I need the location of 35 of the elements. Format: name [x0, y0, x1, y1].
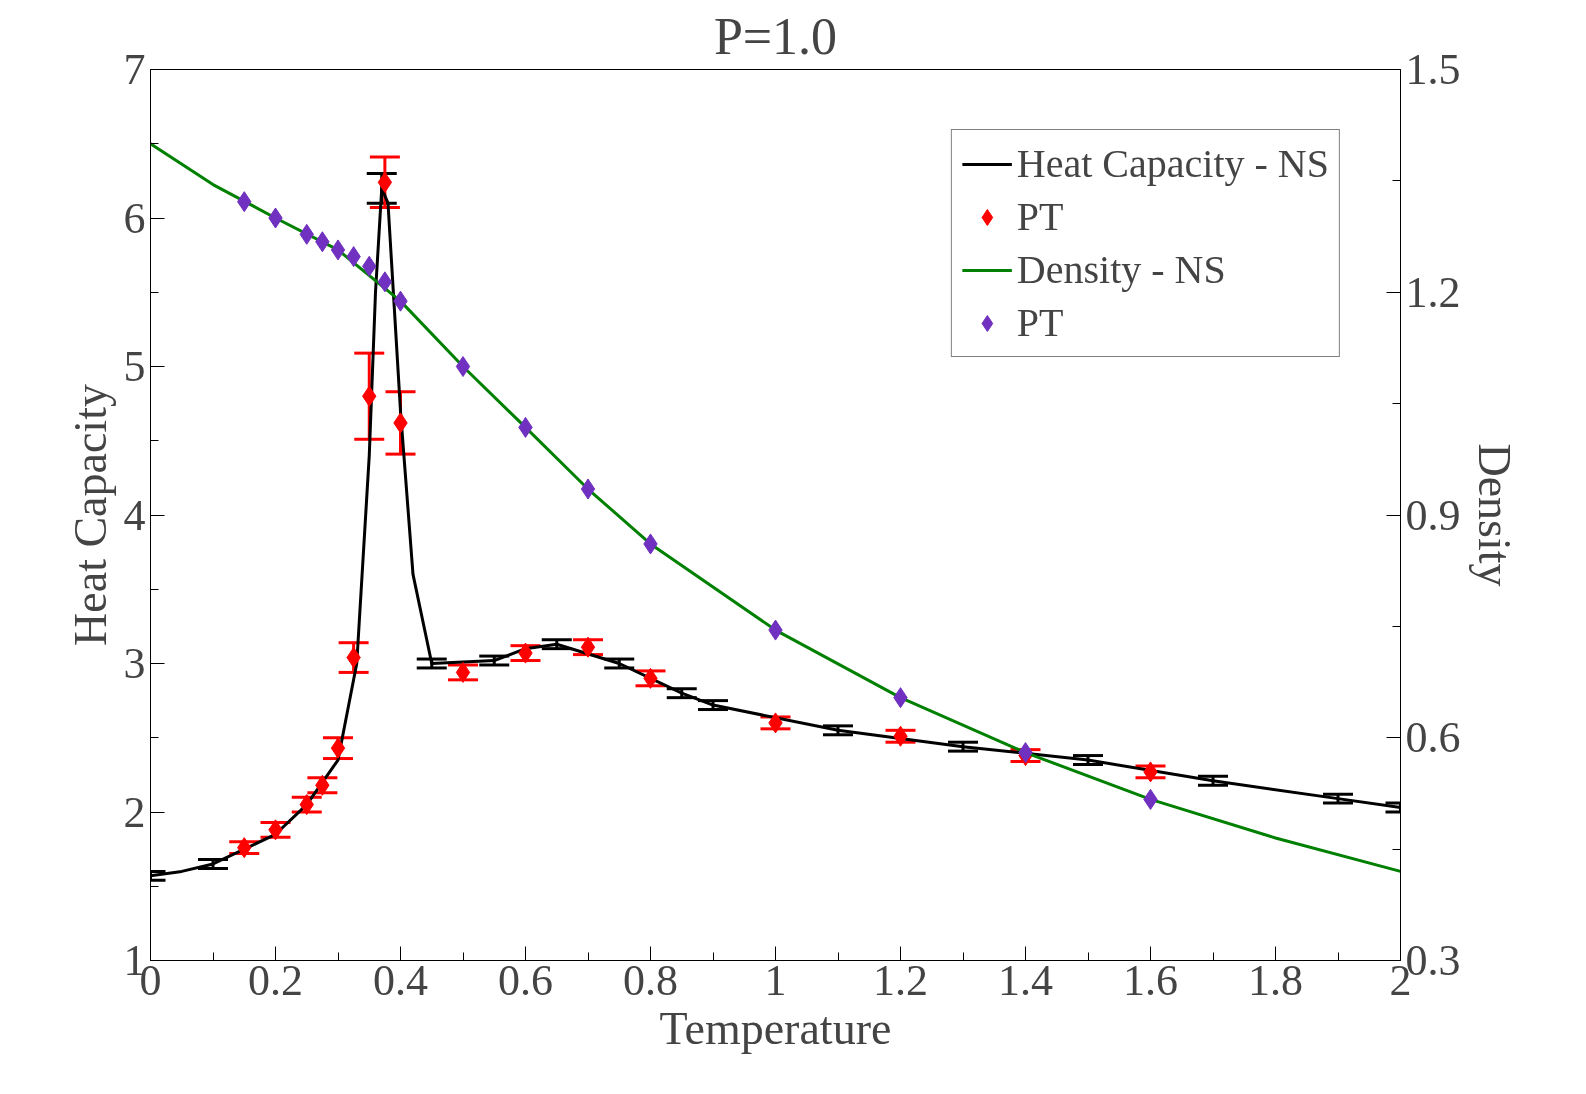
legend-label: PT — [1016, 299, 1064, 346]
y-axis-title: Heat Capacity — [64, 384, 116, 646]
y2-tick-label: 0.9 — [1405, 490, 1461, 540]
x-tick-label: 0.8 — [623, 955, 678, 1005]
point — [580, 636, 596, 658]
y-tick-label: 7 — [123, 45, 146, 94]
point — [330, 737, 346, 759]
y2-tick-label: 0.6 — [1405, 713, 1461, 763]
legend-label: PT — [1016, 193, 1064, 240]
x-tick-label: 0.6 — [498, 955, 553, 1005]
x-tick-label: 1.6 — [1123, 955, 1178, 1005]
y2-tick-label: 1.2 — [1405, 267, 1461, 317]
x-tick-label: 0.2 — [248, 955, 303, 1005]
y-tick-label: 2 — [123, 787, 146, 837]
y-tick-label: 5 — [123, 342, 146, 391]
point — [455, 661, 471, 683]
point — [377, 171, 393, 193]
legend-label: Density - NS — [1016, 246, 1226, 293]
x-tick-label: 0.4 — [373, 955, 428, 1005]
y-tick-label: 3 — [123, 639, 146, 688]
y-tick-label: 6 — [123, 193, 146, 243]
y2-tick-label: 1.5 — [1405, 45, 1461, 94]
x-tick-label: 1 — [764, 955, 787, 1005]
x-axis-title: Temperature — [659, 1002, 892, 1054]
point — [580, 478, 596, 500]
chart-title: P=1.0 — [713, 7, 838, 65]
point — [455, 356, 471, 377]
x-tick-label: 1.8 — [1248, 955, 1303, 1005]
y-tick-label: 4 — [123, 490, 146, 540]
point — [377, 271, 393, 293]
y2-axis-title: Density — [1468, 443, 1520, 587]
point — [330, 239, 346, 261]
x-tick-label: 1.4 — [998, 955, 1053, 1005]
x-tick-label: 1.2 — [873, 955, 928, 1005]
legend-label: Heat Capacity - NS — [1016, 140, 1329, 187]
